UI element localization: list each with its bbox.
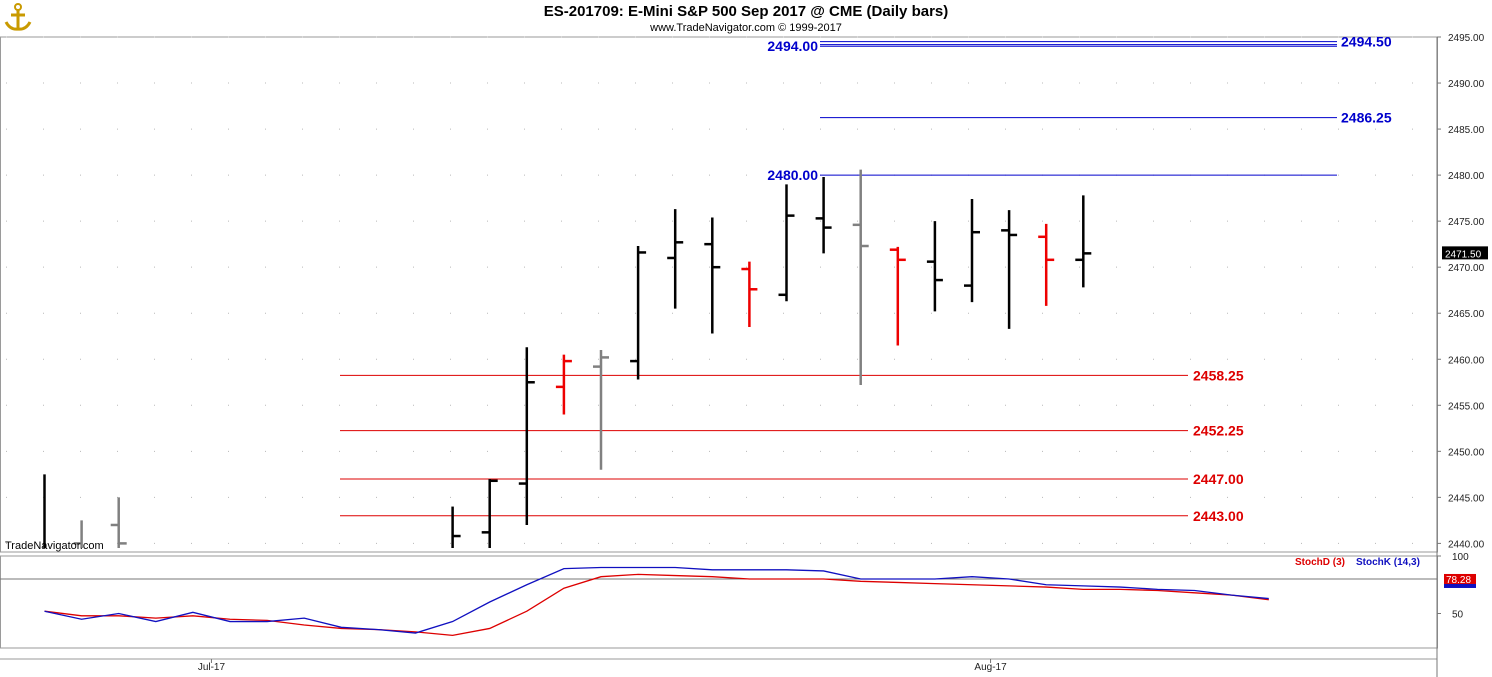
level-label: 2480.00 [767,167,818,183]
legend-stochk: StochK (14,3) [1356,557,1420,568]
x-axis-tick-label: Jul-17 [198,662,226,673]
stochastic-line [44,566,1269,634]
chart-title: ES-201709: E-Mini S&P 500 Sep 2017 @ CME… [543,3,949,20]
level-label: 2447.00 [1193,471,1244,487]
y-axis-tick-label: 2450.00 [1448,447,1485,458]
level-label: 2458.25 [1193,367,1244,383]
y-axis-tick-label: 50 [1452,610,1464,621]
legend-stochd: StochD (3) [1295,557,1345,568]
y-axis-tick-label: 2495.00 [1448,33,1485,44]
y-axis-tick-label: 2445.00 [1448,493,1485,504]
watermark: TradeNavigator.com [5,540,104,552]
level-label: 2486.25 [1341,110,1392,126]
stochastic-last-value: 78.28 [1446,575,1471,586]
x-axis-tick-label: Aug-17 [974,662,1007,673]
y-axis-tick-label: 2455.00 [1448,401,1485,412]
y-axis-tick-label: 2480.00 [1448,171,1485,182]
chart-subtitle: www.TradeNavigator.com © 1999-2017 [650,22,842,34]
last-price-label: 2471.50 [1445,249,1482,260]
stochd-value-marker [1444,573,1476,584]
y-axis-tick-label: 2470.00 [1448,263,1485,274]
stochk-value-marker [1444,583,1476,588]
level-label: 2494.00 [767,38,818,54]
y-axis-tick-label: 2490.00 [1448,79,1485,90]
stochastic-line [44,573,1269,637]
level-label: 2452.25 [1193,423,1244,439]
trade-navigator-anchor-icon [4,3,32,31]
y-axis-tick-label: 100 [1452,552,1469,563]
y-axis-tick-label: 2465.00 [1448,309,1485,320]
y-axis-tick-label: 2475.00 [1448,217,1485,228]
level-label: 2494.50 [1341,34,1392,50]
level-label: 2443.00 [1193,508,1244,524]
y-axis-tick-label: 2440.00 [1448,539,1485,550]
y-axis-tick-label: 2460.00 [1448,355,1485,366]
last-price-marker [1442,246,1488,260]
y-axis-tick-label: 2485.00 [1448,125,1485,136]
